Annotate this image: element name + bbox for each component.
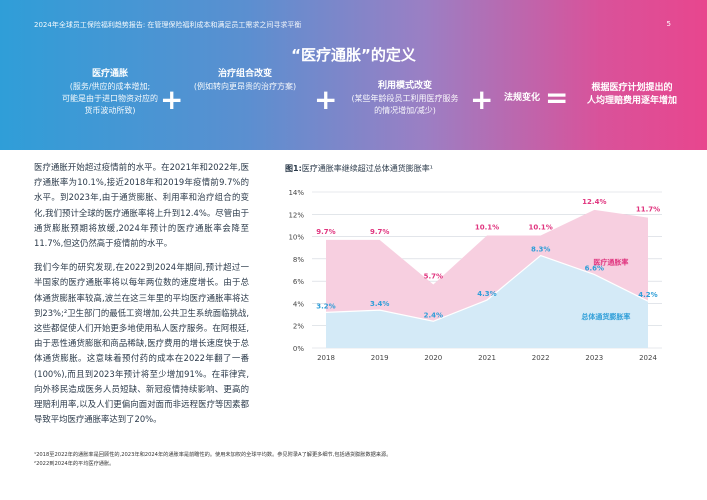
page-title: “医疗通胀”的定义 <box>291 46 416 64</box>
medical-data-label: 11.7% <box>636 206 660 214</box>
x-tick-label: 2019 <box>371 354 389 362</box>
term-desc-line: (例如转向更昂贵的治疗方案) <box>193 82 297 91</box>
general-data-label: 3.2% <box>316 302 335 310</box>
footnote: ²2022到2024年的平均医疗通胀。 <box>34 461 115 467</box>
general-data-label: 3.4% <box>370 300 389 308</box>
header-banner: 2024年全球员工保险福利趋势报告: 在管理保险福利成本和满足员工需求之间寻求平… <box>0 0 707 150</box>
formula-result: 根据医疗计划提出的 人均理赔费用逐年增加 <box>572 82 692 108</box>
plus-icon: + <box>160 83 184 116</box>
chart-title: 图1:医疗通胀率继续超过总体通货膨胀率¹ <box>285 163 433 174</box>
y-tick-label: 10% <box>288 234 304 242</box>
general-data-label: 4.3% <box>477 290 496 298</box>
plus-icon: + <box>470 83 494 116</box>
running-head: 2024年全球员工保险福利趋势报告: 在管理保险福利成本和满足员工需求之间寻求平… <box>34 21 302 29</box>
formula-term-utilization: 利用模式改变 (某些年龄段员工利用医疗服务 的情况增加/减少) <box>335 80 475 117</box>
x-tick-label: 2020 <box>424 354 442 362</box>
y-tick-label: 12% <box>288 211 304 219</box>
series-label-general: 总体通货膨胀率 <box>581 312 630 321</box>
term-desc-line: 可能是由于进口物资对应的 <box>62 94 158 103</box>
x-tick-label: 2018 <box>317 354 335 362</box>
medical-data-label: 10.1% <box>529 223 553 231</box>
footnote: ¹2018至2022年的通胀率是回顾性的,2023年和2024年的通胀率是前瞻性… <box>34 452 392 458</box>
plus-icon: + <box>314 83 338 116</box>
general-data-label: 6.6% <box>585 264 604 272</box>
general-data-label: 8.3% <box>531 246 550 254</box>
equals-icon: = <box>545 81 569 114</box>
x-tick-label: 2022 <box>532 354 550 362</box>
x-tick-label: 2023 <box>585 354 603 362</box>
general-data-label: 2.4% <box>424 311 443 319</box>
series-label-medical: 医疗通胀率 <box>593 257 628 266</box>
body-text: 医疗通胀开始超过疫情前的水平。在2021年和2022年,医疗通胀率为10.1%,… <box>34 160 249 436</box>
page-number: 5 <box>666 20 671 28</box>
term-title: 医疗通胀 <box>91 69 128 79</box>
formula-term-treatment-mix: 治疗组合改变 (例如转向更昂贵的治疗方案) <box>185 68 305 93</box>
term-title: 法规变化 <box>503 93 540 103</box>
body-paragraph: 我们今年的研究发现,在2022到2024年期间,预计超过一半国家的医疗通胀率将以… <box>34 262 249 425</box>
definition-formula: 医疗通胀 (服务/供应的成本增加; 可能是由于进口物资对应的 货币波动所致) +… <box>0 68 707 148</box>
y-tick-label: 6% <box>293 278 304 286</box>
formula-term-regulation: 法规变化 <box>492 92 552 105</box>
y-tick-label: 4% <box>293 300 304 308</box>
general-inflation-line <box>325 254 649 322</box>
y-tick-label: 0% <box>293 345 304 353</box>
chart-title-text: 医疗通胀率继续超过总体通货膨胀率¹ <box>301 164 433 173</box>
footnotes: ¹2018至2022年的通胀率是回顾性的,2023年和2024年的通胀率是前瞻性… <box>34 451 674 469</box>
medical-data-label: 9.7% <box>370 228 389 236</box>
chart-title-prefix: 图1: <box>285 164 302 173</box>
body-paragraph: 医疗通胀开始超过疫情前的水平。在2021年和2022年,医疗通胀率为10.1%,… <box>34 162 249 249</box>
term-desc-line: (某些年龄段员工利用医疗服务 <box>351 94 459 103</box>
inflation-chart: 0% 2% 4% 6% 8% 10% 12% 14% 2018 2019 2020 2021 2022 2… <box>288 189 662 362</box>
y-tick-label: 14% <box>288 189 304 197</box>
medical-data-label: 9.7% <box>316 228 335 236</box>
result-line: 人均理赔费用逐年增加 <box>586 96 677 106</box>
y-tick-label: 2% <box>293 323 304 331</box>
general-data-label: 4.2% <box>638 291 657 299</box>
result-line: 根据医疗计划提出的 <box>591 83 673 93</box>
x-tick-label: 2024 <box>639 354 657 362</box>
general-inflation-area <box>326 255 648 348</box>
medical-data-label: 10.1% <box>475 223 499 231</box>
x-tick-label: 2021 <box>478 354 496 362</box>
medical-inflation-area <box>326 209 648 322</box>
medical-data-label: 5.7% <box>424 272 443 280</box>
term-title: 利用模式改变 <box>377 81 432 91</box>
medical-data-label: 12.4% <box>582 198 606 206</box>
term-desc-line: (服务/供应的成本增加; <box>69 82 151 91</box>
formula-term-medical-inflation: 医疗通胀 (服务/供应的成本增加; 可能是由于进口物资对应的 货币波动所致) <box>40 68 180 117</box>
term-desc-line: 货币波动所致) <box>84 106 136 115</box>
y-tick-label: 8% <box>293 256 304 264</box>
term-title: 治疗组合改变 <box>217 69 272 79</box>
term-desc-line: 的情况增加/减少) <box>374 106 436 115</box>
